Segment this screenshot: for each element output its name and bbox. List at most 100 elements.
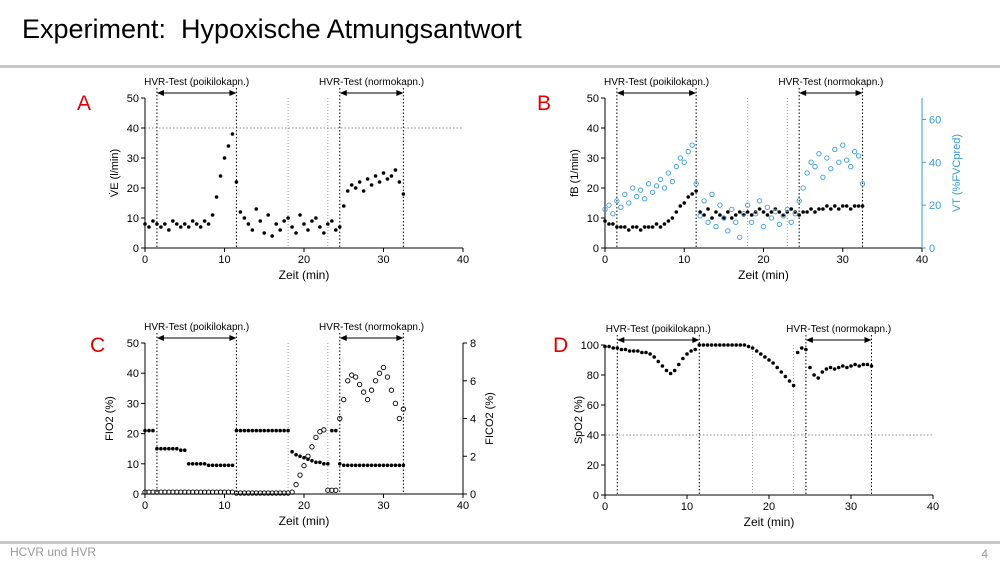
data-point-series-1	[693, 347, 697, 352]
y2-tick-label: 0	[470, 489, 476, 501]
phase-label: HVR-Test (normokapn.)	[786, 324, 891, 335]
data-point-series-1	[825, 204, 829, 208]
data-point-series-1	[824, 367, 829, 371]
data-point-series-2	[622, 191, 628, 198]
y-tick-label: 10	[127, 213, 139, 225]
data-point-series-2	[748, 219, 755, 225]
data-point-series-1	[742, 343, 747, 347]
data-point-series-1	[713, 343, 718, 347]
data-point-series-1	[357, 463, 362, 468]
data-point-series-2	[305, 453, 311, 459]
data-point-series-1	[750, 346, 755, 350]
data-point-series-2	[681, 159, 687, 165]
data-point-series-2	[364, 396, 371, 403]
y2-tick-label: 20	[929, 200, 941, 212]
data-point-series-1	[147, 428, 151, 433]
data-point-series-1	[290, 225, 294, 229]
data-point-series-2	[840, 142, 846, 148]
x-tick-label: 40	[457, 254, 469, 266]
x-tick-label: 20	[763, 501, 775, 513]
data-point-series-2	[618, 204, 624, 210]
phase-label: HVR-Test (normokapn.)	[319, 77, 424, 88]
data-point-series-2	[756, 198, 763, 204]
data-point-series-2	[614, 198, 620, 204]
data-point-series-2	[768, 215, 775, 221]
data-point-series-1	[793, 210, 797, 214]
data-point-series-1	[377, 180, 382, 184]
data-point-series-1	[652, 355, 656, 359]
phase-arrow-head-left	[156, 90, 164, 96]
data-point-series-2	[796, 198, 802, 204]
y-tick-label: 0	[133, 243, 139, 255]
data-point-series-1	[626, 228, 631, 232]
phase-label: HVR-Test (normokapn.)	[319, 322, 424, 333]
data-point-series-1	[357, 180, 362, 184]
data-point-series-2	[848, 163, 854, 170]
data-point-series-1	[615, 225, 619, 229]
data-point-series-1	[627, 349, 632, 353]
data-point-series-1	[401, 463, 406, 468]
data-point-series-1	[302, 222, 306, 226]
panel-letter: D	[553, 334, 568, 357]
data-point-series-1	[658, 225, 663, 229]
data-point-series-1	[674, 210, 679, 214]
data-point-series-1	[214, 195, 219, 199]
data-point-series-1	[611, 222, 615, 226]
data-point-series-1	[603, 219, 607, 223]
data-point-series-2	[855, 153, 862, 159]
data-point-series-1	[326, 222, 330, 226]
data-point-series-1	[841, 364, 845, 368]
data-point-series-1	[345, 189, 350, 193]
x-axis-label: Zeit (min)	[279, 514, 330, 528]
x-tick-label: 20	[757, 254, 769, 266]
data-point-series-1	[738, 343, 743, 347]
slide-title: Experiment: Hypoxische Atmungsantwort	[22, 14, 522, 44]
data-point-series-2	[764, 204, 771, 210]
phase-arrow-head-right	[855, 90, 863, 96]
phase-arrow-head-left	[617, 337, 625, 343]
data-point-series-2	[677, 155, 683, 161]
data-point-series-1	[869, 364, 874, 368]
data-point-series-2	[626, 200, 632, 206]
data-point-series-1	[322, 231, 326, 235]
data-point-series-1	[638, 228, 643, 232]
chart-panel-d: D 0 10 20 30 40 0 20 40 60 80 100 Zeit (min) SpO2 (%)…	[553, 324, 939, 529]
data-point-series-2	[689, 142, 695, 148]
data-point-series-1	[337, 462, 342, 466]
data-point-series-1	[373, 463, 378, 468]
data-point-series-1	[694, 189, 698, 193]
y-tick-label: 20	[127, 183, 139, 195]
data-point-series-1	[795, 350, 800, 355]
data-point-series-1	[242, 216, 247, 220]
data-point-series-1	[722, 343, 726, 347]
data-point-series-1	[761, 210, 766, 214]
data-point-series-1	[813, 210, 817, 214]
data-point-series-1	[314, 216, 318, 220]
data-point-series-1	[250, 428, 255, 433]
y-tick-label: 10	[127, 459, 139, 471]
axis-label-ylabel: fB (1/min)	[569, 149, 581, 197]
data-point-series-1	[230, 463, 235, 468]
data-point-series-1	[155, 446, 159, 451]
data-point-series-1	[306, 228, 310, 232]
data-point-series-1	[322, 462, 326, 466]
data-point-series-2	[828, 166, 834, 172]
data-point-series-1	[159, 446, 163, 451]
data-point-series-2	[820, 174, 826, 180]
data-point-series-1	[816, 376, 820, 380]
data-point-series-1	[234, 428, 239, 433]
x-tick-label: 40	[927, 501, 939, 513]
data-point-series-1	[809, 207, 813, 211]
data-point-series-1	[619, 225, 623, 229]
data-point-series-2	[630, 185, 636, 191]
data-point-series-2	[709, 191, 715, 198]
data-point-series-2	[610, 211, 616, 217]
data-point-series-1	[278, 228, 282, 232]
data-point-series-1	[607, 344, 611, 349]
data-point-series-1	[278, 428, 282, 433]
data-point-series-2	[380, 364, 387, 371]
data-point-series-2	[665, 170, 672, 176]
y2-tick-label: 2	[470, 451, 476, 463]
data-point-series-2	[649, 189, 656, 195]
